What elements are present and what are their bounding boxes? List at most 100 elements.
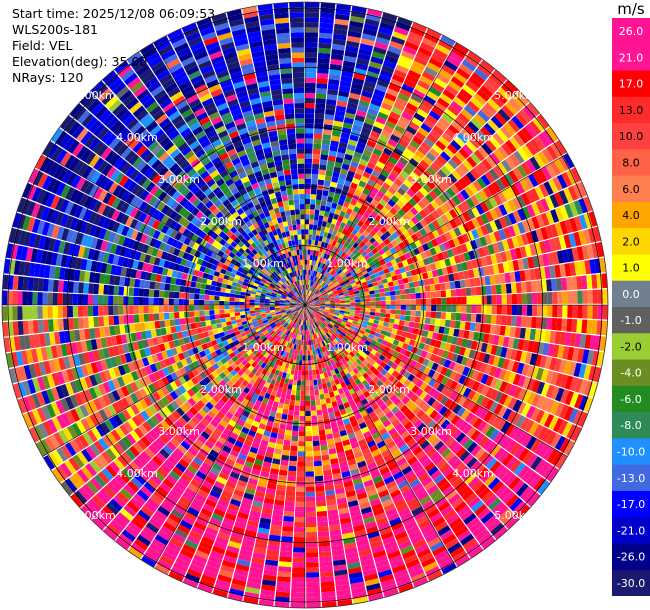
velocity-cell — [438, 405, 448, 416]
velocity-cell — [525, 141, 538, 156]
velocity-cell — [324, 297, 330, 300]
velocity-cell — [320, 274, 325, 280]
velocity-cell — [486, 77, 501, 91]
velocity-cell — [310, 354, 314, 361]
velocity-cell — [511, 115, 524, 130]
velocity-cell — [435, 207, 445, 217]
velocity-cell — [339, 137, 349, 144]
velocity-cell — [439, 259, 447, 268]
velocity-cell — [415, 298, 422, 305]
velocity-cell — [339, 194, 347, 202]
velocity-cell — [411, 482, 424, 493]
velocity-cell — [369, 359, 376, 366]
velocity-cell — [448, 517, 463, 529]
velocity-cell — [566, 277, 573, 291]
velocity-cell — [343, 362, 350, 369]
velocity-cell — [334, 115, 345, 123]
velocity-cell — [489, 220, 498, 232]
velocity-cell — [305, 370, 309, 376]
velocity-cell — [370, 349, 377, 356]
velocity-cell — [493, 431, 505, 444]
velocity-cell — [448, 51, 464, 63]
velocity-cell — [363, 331, 370, 337]
velocity-cell — [550, 433, 562, 448]
velocity-cell — [305, 77, 316, 84]
velocity-cell — [508, 170, 519, 183]
velocity-cell — [400, 294, 406, 300]
velocity-cell — [368, 380, 376, 388]
velocity-cell — [301, 335, 304, 341]
velocity-cell — [396, 329, 403, 336]
velocity-cell — [345, 148, 355, 156]
velocity-cell — [310, 275, 313, 281]
velocity-cell — [379, 241, 387, 249]
velocity-cell — [365, 484, 376, 493]
velocity-cell — [317, 379, 322, 385]
velocity-cell — [555, 387, 565, 402]
velocity-cell — [509, 153, 521, 167]
velocity-cell — [446, 297, 452, 305]
velocity-cell — [355, 324, 362, 330]
velocity-cell — [317, 515, 328, 522]
velocity-cell — [316, 505, 327, 512]
velocity-cell — [493, 230, 502, 242]
velocity-cell — [540, 212, 550, 226]
velocity-cell — [566, 248, 575, 262]
velocity-cell — [421, 458, 433, 468]
velocity-cell — [390, 559, 405, 569]
velocity-cell — [406, 438, 417, 448]
velocity-cell — [305, 301, 309, 305]
velocity-cell — [296, 471, 305, 477]
velocity-cell — [378, 354, 386, 362]
velocity-cell — [497, 191, 507, 204]
velocity-cell — [340, 273, 346, 279]
velocity-cell — [381, 206, 390, 215]
velocity-cell — [488, 136, 501, 149]
velocity-cell — [314, 300, 320, 303]
velocity-cell — [493, 193, 503, 206]
velocity-cell — [292, 557, 305, 563]
velocity-cell — [476, 89, 490, 102]
velocity-cell — [305, 198, 311, 205]
velocity-cell — [317, 312, 323, 316]
velocity-cell — [328, 191, 335, 198]
velocity-cell — [406, 525, 420, 536]
velocity-cell — [313, 310, 318, 314]
velocity-cell — [505, 139, 517, 153]
velocity-cell — [301, 375, 305, 381]
velocity-cell — [300, 395, 305, 401]
velocity-cell — [572, 290, 578, 304]
velocity-cell — [327, 255, 333, 262]
velocity-cell — [540, 198, 550, 212]
velocity-cell — [498, 393, 508, 405]
velocity-cell — [307, 290, 309, 296]
velocity-cell — [352, 124, 362, 132]
velocity-cell — [443, 327, 450, 335]
velocity-cell — [444, 108, 457, 120]
velocity-cell — [305, 466, 314, 472]
velocity-cell — [344, 180, 352, 187]
velocity-cell — [305, 481, 315, 487]
velocity-cell — [495, 284, 502, 295]
velocity-cell — [423, 561, 438, 573]
velocity-cell — [348, 327, 355, 333]
velocity-cell — [512, 223, 521, 236]
velocity-cell — [406, 332, 413, 339]
velocity-cell — [546, 145, 558, 160]
velocity-cell — [342, 319, 348, 324]
velocity-cell — [346, 237, 353, 244]
velocity-cell — [526, 305, 533, 316]
velocity-cell — [499, 325, 506, 336]
velocity-cell — [323, 258, 328, 265]
velocity-cell — [386, 261, 393, 268]
velocity-cell — [456, 192, 466, 203]
velocity-cell — [328, 74, 341, 81]
velocity-cell — [386, 88, 399, 97]
velocity-cell — [525, 231, 534, 244]
velocity-cell — [573, 231, 582, 247]
velocity-cell — [411, 376, 420, 385]
velocity-cell — [419, 413, 429, 423]
velocity-cell — [447, 455, 459, 466]
velocity-cell — [285, 495, 295, 502]
velocity-cell — [467, 389, 476, 401]
